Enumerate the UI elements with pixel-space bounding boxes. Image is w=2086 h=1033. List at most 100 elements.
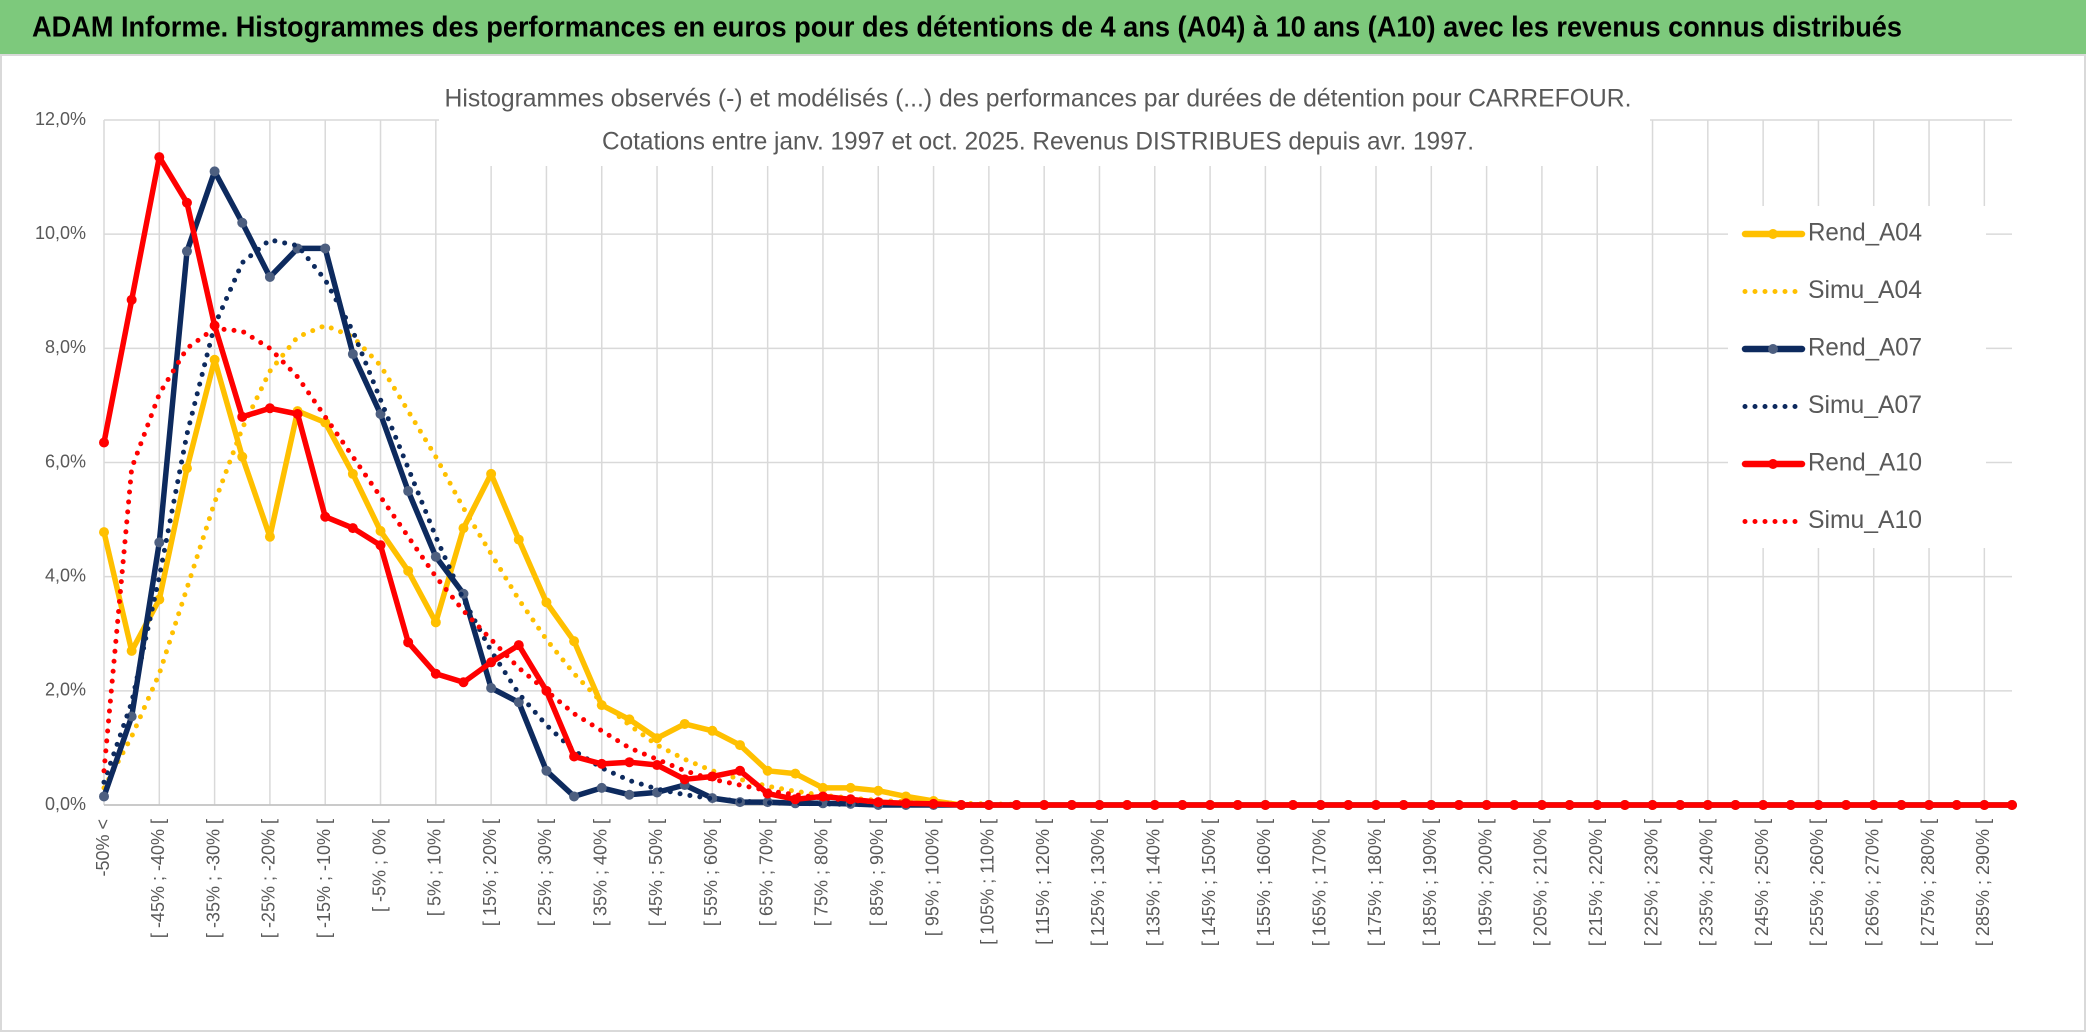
data-point	[790, 768, 801, 779]
x-tick-label: [ 95% ; 100% [	[922, 819, 942, 936]
data-point	[652, 760, 663, 771]
x-tick-label: [ 45% ; 50% [	[646, 819, 666, 926]
x-tick-label: [ 165% ; 170% [	[1309, 819, 1329, 946]
x-tick-label: [ 195% ; 200% [	[1475, 819, 1495, 946]
x-tick-label: [ 175% ; 180% [	[1365, 819, 1385, 946]
data-point	[126, 711, 137, 722]
legend-label: Simu_A07	[1808, 391, 1922, 419]
legend-marker	[1768, 344, 1778, 354]
y-tick-label: 2,0%	[45, 680, 86, 700]
data-point	[624, 789, 635, 800]
data-point	[928, 798, 939, 809]
data-point	[264, 403, 275, 414]
data-point	[347, 523, 358, 534]
data-point	[430, 551, 441, 562]
chart-subtitle: Cotations entre janv. 1997 et oct. 2025.…	[602, 128, 1474, 156]
legend-label: Rend_A04	[1808, 219, 1922, 247]
data-point	[1868, 800, 1879, 810]
x-tick-label: [ -45% ; -40% [	[148, 819, 168, 938]
data-point	[126, 645, 137, 656]
data-point	[237, 217, 248, 228]
data-point	[1288, 800, 1299, 810]
data-point	[126, 294, 137, 305]
data-point	[1509, 800, 1520, 810]
data-point	[1647, 800, 1658, 810]
data-point	[569, 751, 580, 762]
data-point	[1066, 800, 1077, 810]
data-point	[375, 526, 386, 536]
data-point	[154, 152, 165, 163]
data-point	[99, 437, 109, 448]
legend-label: Simu_A04	[1808, 276, 1922, 304]
data-point	[569, 791, 580, 802]
x-tick-label: [ -35% ; -30% [	[203, 819, 223, 938]
x-tick-label: [ 135% ; 140% [	[1144, 819, 1164, 946]
data-point	[486, 657, 497, 668]
series-line	[101, 325, 2015, 808]
data-point	[817, 791, 828, 802]
data-point	[403, 637, 414, 648]
x-tick-label: [ 185% ; 190% [	[1420, 819, 1440, 946]
data-point	[486, 682, 497, 693]
data-point	[735, 765, 745, 776]
x-tick-label: [ -15% ; -10% [	[314, 819, 334, 938]
x-tick-label: [ 115% ; 120% [	[1033, 819, 1053, 945]
data-point	[181, 463, 192, 474]
x-tick-label: [ 255% ; 260% [	[1807, 819, 1827, 946]
data-point	[1896, 800, 1907, 810]
data-point	[513, 640, 524, 651]
data-point	[513, 534, 524, 545]
data-point	[900, 791, 911, 802]
x-tick-label: [ -25% ; -20% [	[259, 819, 279, 938]
y-tick-label: 6,0%	[45, 451, 86, 471]
legend-label: Rend_A10	[1808, 449, 1922, 477]
x-tick-label: [ 55% ; 60% [	[701, 819, 721, 926]
data-point	[403, 486, 414, 497]
data-point	[2007, 800, 2017, 810]
x-tick-label: [ 75% ; 80% [	[812, 819, 832, 926]
x-tick-label: [ 285% ; 290% [	[1973, 819, 1993, 946]
data-point	[624, 757, 635, 768]
x-tick-label: [ 275% ; 280% [	[1918, 819, 1938, 946]
data-point	[845, 782, 856, 793]
y-tick-label: 10,0%	[35, 223, 86, 243]
data-point	[430, 668, 441, 679]
chart-border	[0, 54, 2086, 1032]
data-point	[237, 411, 248, 422]
x-tick-label: [ 105% ; 110% [	[978, 819, 998, 945]
data-point	[320, 243, 331, 254]
x-tick-label: [ 145% ; 150% [	[1199, 819, 1219, 946]
chart-subtitle: Histogrammes observés (-) et modélisés (…	[445, 85, 1632, 113]
plot-area: 0,0% 2,0% 4,0% 6,0% 8,0% 10,0% 12,0% -50% < [ -4…	[35, 109, 2017, 946]
data-point	[569, 636, 580, 647]
data-point	[99, 791, 109, 802]
data-point	[1398, 800, 1409, 810]
data-point	[1785, 800, 1796, 810]
data-point	[264, 531, 275, 542]
data-point	[154, 594, 165, 605]
y-tick-label: 8,0%	[45, 337, 86, 357]
data-point	[596, 758, 607, 769]
x-tick-label: [ 265% ; 270% [	[1862, 819, 1882, 946]
data-point	[679, 774, 690, 785]
data-point	[99, 527, 109, 538]
chart-title: ADAM Informe. Histogrammes des performan…	[32, 12, 1902, 44]
x-tick-label: [ 15% ; 20% [	[480, 819, 500, 926]
data-point	[1758, 800, 1769, 810]
x-tick-label: [ 225% ; 230% [	[1641, 819, 1661, 946]
y-tick-label: 4,0%	[45, 565, 86, 585]
data-point	[1426, 800, 1437, 810]
legend-box	[1728, 206, 1986, 548]
x-tick-label: [ 215% ; 220% [	[1586, 819, 1606, 946]
data-point	[817, 782, 828, 793]
data-point	[320, 417, 331, 428]
data-point	[237, 451, 248, 462]
x-tick-label: [ 245% ; 250% [	[1752, 819, 1772, 946]
data-point	[375, 540, 386, 551]
data-point	[541, 765, 552, 776]
title-banner	[0, 0, 2086, 54]
data-point	[403, 565, 414, 576]
x-tick-label: -50% <	[93, 819, 113, 877]
data-point	[707, 725, 718, 736]
data-point	[873, 785, 884, 796]
